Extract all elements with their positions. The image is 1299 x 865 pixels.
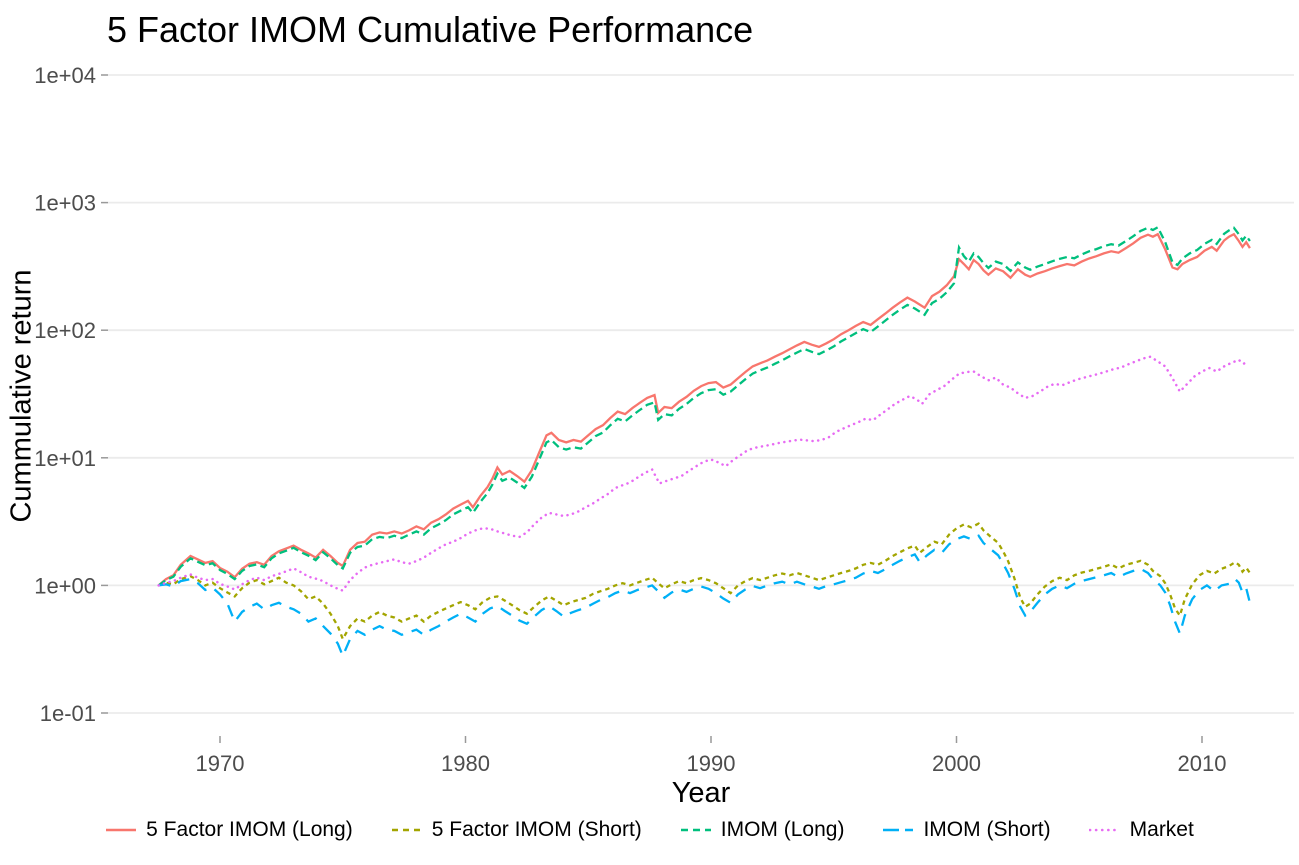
legend-item-1: 5 Factor IMOM (Short) — [391, 818, 642, 842]
legend-item-4: Market — [1088, 818, 1194, 842]
y-tick-label: 1e-01 — [40, 701, 96, 726]
series-line-3 — [158, 534, 1252, 659]
legend-label: IMOM (Short) — [923, 818, 1051, 841]
y-tick-label: 1e+03 — [34, 191, 96, 216]
legend-label: IMOM (Long) — [720, 818, 845, 841]
x-tick-label: 1970 — [196, 751, 245, 776]
series-line-2 — [157, 225, 1251, 587]
x-axis-title: Year — [671, 777, 731, 809]
legend-item-3: IMOM (Short) — [882, 818, 1051, 842]
y-tick-label: 1e+04 — [34, 63, 96, 88]
legend-label: Market — [1129, 818, 1194, 841]
legend-item-0: 5 Factor IMOM (Long) — [105, 818, 353, 842]
series-line-1 — [158, 522, 1251, 642]
legend-key-icon — [1088, 828, 1121, 832]
y-tick-label: 1e+00 — [34, 573, 96, 598]
legend-key-icon — [391, 828, 422, 832]
legend-key-icon — [883, 828, 914, 832]
chart-title: 5 Factor IMOM Cumulative Performance — [107, 9, 754, 50]
legend-label: 5 Factor IMOM (Short) — [431, 818, 642, 841]
y-tick-label: 1e+01 — [34, 446, 96, 471]
legend: 5 Factor IMOM (Long) 5 Factor IMOM (Short… — [0, 818, 1299, 842]
y-tick-label: 1e+02 — [34, 318, 96, 343]
series-line-0 — [157, 232, 1251, 587]
legend-key-icon — [680, 828, 711, 832]
legend-label: 5 Factor IMOM (Long) — [146, 818, 353, 841]
x-tick-label: 2000 — [932, 751, 981, 776]
x-tick-label: 2010 — [1178, 751, 1227, 776]
series-line-4 — [157, 355, 1250, 593]
legend-key-icon — [106, 828, 137, 832]
x-tick-label: 1980 — [441, 751, 490, 776]
x-tick-label: 1990 — [687, 751, 736, 776]
legend-item-2: IMOM (Long) — [680, 818, 845, 842]
